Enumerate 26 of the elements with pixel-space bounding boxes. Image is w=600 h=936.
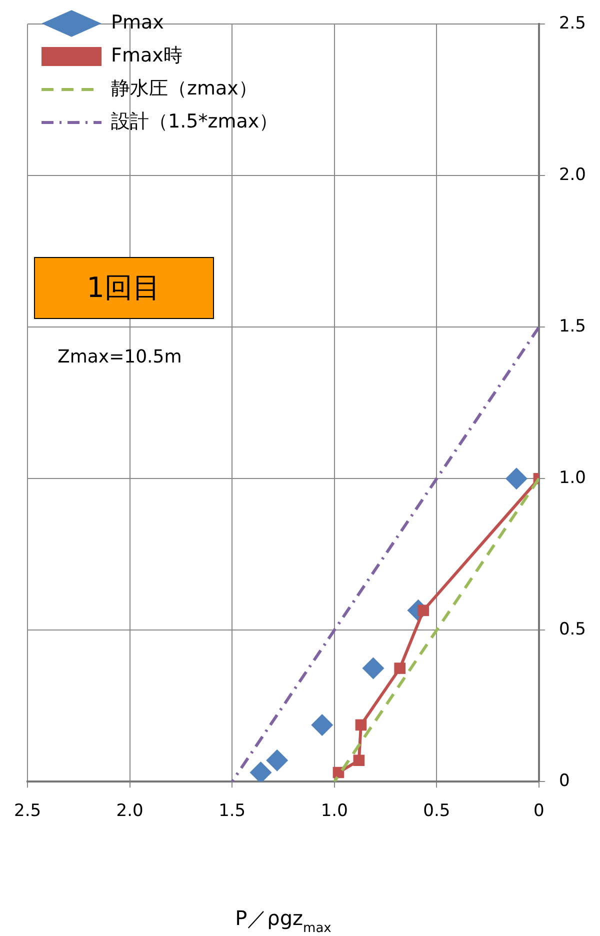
annotation: Zmax=10.5m [58,346,182,368]
y-tick-label: 2.5 [558,14,586,34]
y-tick-label: 0 [558,771,570,792]
point [266,749,288,772]
x-tick-label: 0.5 [423,801,450,822]
legend-label: Fmax時 [111,44,182,66]
legend-label: 設計（1.5*zmax） [111,110,278,132]
x-tick-label: 2.0 [116,801,144,822]
x-tick-label: 1.5 [218,801,246,822]
x-tick-label: 2.5 [14,801,42,822]
x-tick-label: 0 [534,801,544,822]
legend-label: 静水圧（zmax） [111,77,258,100]
label-box: 1回目 [34,257,214,319]
y-tick-label: 2.0 [558,165,586,186]
point [353,754,365,766]
y-tick-label: 0.5 [558,620,586,640]
y-tick-label: 1.0 [558,468,586,488]
point [505,468,528,490]
point [250,762,272,782]
point [362,657,384,680]
y-tick-label: 1.5 [558,316,586,337]
point [311,714,334,736]
x-tick-label: 1.0 [320,801,348,822]
point [394,662,406,674]
point [355,719,367,731]
legend-label: Pmax [111,11,164,34]
